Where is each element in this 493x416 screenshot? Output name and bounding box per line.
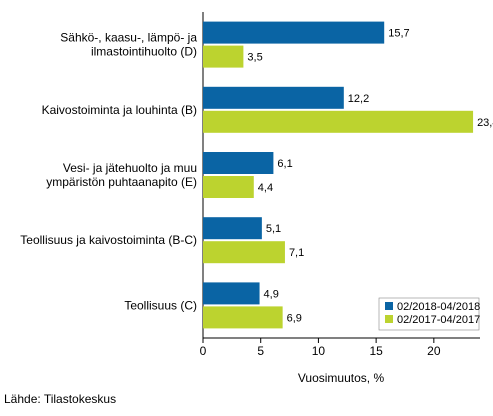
data-label: 23,4 [477, 117, 493, 129]
category-label: Teollisuus (C) [124, 298, 197, 312]
data-label: 15,7 [388, 28, 409, 40]
legend-label: 02/2017-04/2017 [397, 314, 480, 326]
data-label: 4,9 [264, 288, 279, 300]
bar [203, 217, 262, 240]
legend-box [378, 297, 480, 331]
x-tick-label: 5 [257, 344, 264, 358]
bar [203, 306, 283, 329]
category-label: ilmastointihuolto (D) [91, 45, 197, 59]
category-label: Teollisuus ja kaivostoiminta (B-C) [20, 233, 197, 247]
data-label: 12,2 [348, 93, 369, 105]
category-label: ympäristön puhtaanapito (E) [46, 175, 197, 189]
legend-swatch [385, 315, 393, 323]
data-label: 4,4 [258, 182, 273, 194]
x-axis-title: Vuosimuutos, % [298, 371, 385, 385]
bar [203, 110, 474, 133]
category-label: Kaivostoiminta ja louhinta (B) [42, 103, 197, 117]
x-tick-label: 15 [369, 344, 383, 358]
legend-label: 02/2018-04/2018 [397, 301, 480, 313]
data-label: 3,5 [247, 52, 262, 64]
bar [203, 45, 244, 68]
bar [203, 86, 344, 109]
source-note: Lähde: Tilastokeskus [4, 392, 117, 406]
category-label: Sähkö-, kaasu-, lämpö- ja [60, 31, 197, 45]
data-label: 6,1 [277, 158, 292, 170]
legend-swatch [385, 302, 393, 310]
category-label: Vesi- ja jätehuolto ja muu [63, 161, 197, 175]
bar [203, 21, 385, 44]
data-label: 6,9 [287, 312, 302, 324]
data-label: 7,1 [289, 247, 304, 259]
bar [203, 282, 260, 305]
bar [203, 152, 274, 174]
bar [203, 241, 285, 264]
x-tick-label: 0 [200, 344, 207, 358]
x-tick-label: 20 [427, 344, 441, 358]
x-tick-label: 10 [312, 344, 326, 358]
bar [203, 176, 254, 198]
data-label: 5,1 [266, 223, 281, 235]
